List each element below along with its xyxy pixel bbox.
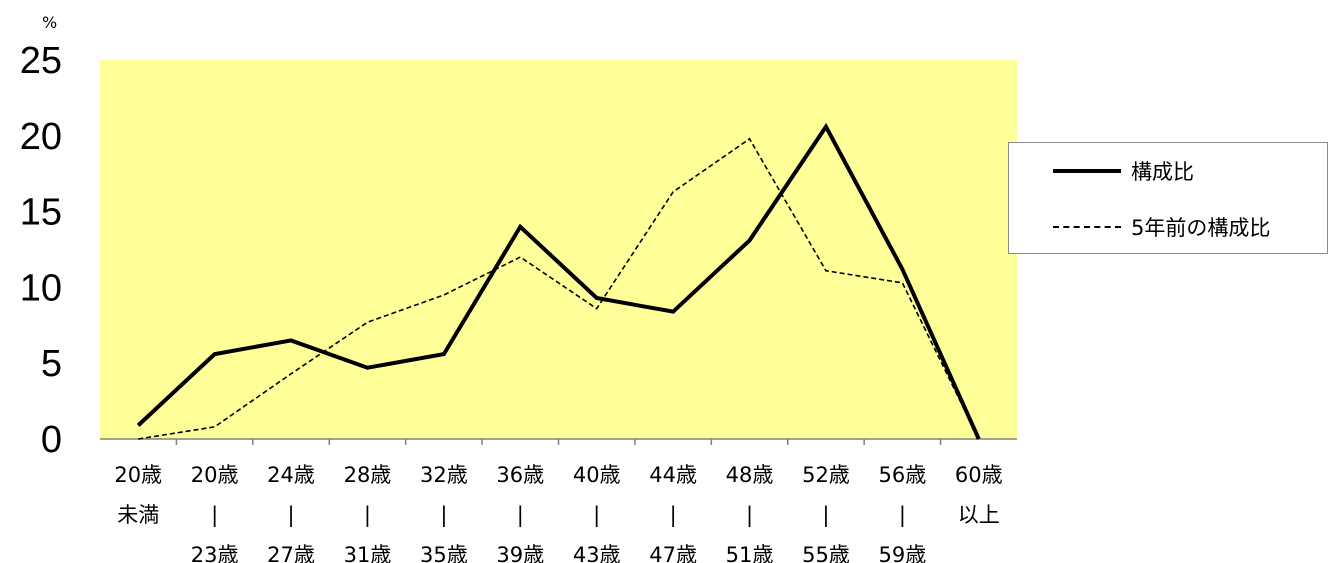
plot-area [100, 60, 1017, 439]
x-tick-label: 44歳 [649, 463, 697, 487]
legend-solid-swatch [1053, 169, 1121, 173]
x-tick-label: 32歳 [420, 463, 468, 487]
x-tick-label: 52歳 [802, 463, 850, 487]
x-tick-label: 35歳 [420, 543, 468, 563]
x-tick-label: 27歳 [267, 543, 315, 563]
x-tick-label: 56歳 [879, 463, 927, 487]
x-tick-label: | [746, 503, 753, 528]
x-tick-label: | [440, 503, 447, 528]
x-tick-label: 51歳 [726, 543, 774, 563]
legend-dashed-swatch [1053, 226, 1121, 228]
x-tick-label: 未満 [117, 503, 159, 527]
x-tick-label: 24歳 [267, 463, 315, 487]
x-category-label: 32歳 | 35歳 [420, 463, 468, 563]
x-tick-label: 59歳 [879, 543, 927, 563]
x-tick-label: 55歳 [802, 543, 850, 563]
x-category-label: 20歳 | 23歳 [191, 463, 239, 563]
y-axis-unit: % [42, 13, 57, 32]
legend-item-previous: 5年前の構成比 [1053, 212, 1270, 242]
x-category-label: 44歳 | 47歳 [649, 463, 697, 563]
y-tick-label: 0 [41, 419, 62, 461]
x-tick-label: 60歳 [955, 463, 1003, 487]
x-tick-label: 47歳 [649, 543, 697, 563]
y-tick-label: 5 [41, 343, 62, 385]
y-tick-label: 15 [20, 192, 62, 234]
series-line-previous [138, 137, 980, 440]
legend-label: 5年前の構成比 [1131, 216, 1271, 240]
x-tick-label: | [670, 503, 677, 528]
x-tick-label: 31歳 [344, 543, 392, 563]
x-tick-label: 43歳 [573, 543, 621, 563]
x-tick-label: 23歳 [191, 543, 239, 563]
legend-item-composition: 構成比 [1053, 156, 1194, 186]
y-tick-label: 25 [20, 40, 62, 82]
x-tick-label: 以上 [958, 503, 1000, 527]
x-category-label: 52歳 | 55歳 [802, 463, 850, 563]
x-tick-label: | [593, 503, 600, 528]
y-tick-label: 20 [20, 116, 62, 158]
y-tick-label: 10 [20, 267, 62, 309]
x-tick-label: 20歳 [114, 463, 162, 487]
x-tick-label: 40歳 [573, 463, 621, 487]
legend: 構成比 5年前の構成比 [1008, 142, 1328, 254]
x-tick-label: | [211, 503, 218, 528]
x-tick-label: 20歳 [191, 463, 239, 487]
legend-label: 構成比 [1131, 160, 1194, 184]
x-category-label: 36歳 | 39歳 [496, 463, 544, 563]
x-tick-label: | [899, 503, 906, 528]
x-tick-label: | [364, 503, 371, 528]
x-tick-label: | [822, 503, 829, 528]
x-category-label: 40歳 | 43歳 [573, 463, 621, 563]
x-tick-label: | [517, 503, 524, 528]
x-category-label: 28歳 | 31歳 [344, 463, 392, 563]
x-category-label: 56歳 | 59歳 [879, 463, 927, 563]
x-tick-label: 36歳 [496, 463, 544, 487]
x-tick-label: | [288, 503, 295, 528]
x-category-label: 24歳 | 27歳 [267, 463, 315, 563]
x-category-label: 48歳 | 51歳 [726, 463, 774, 563]
x-tick-label: 39歳 [496, 543, 544, 563]
x-tick-label: 48歳 [726, 463, 774, 487]
series-line-composition [136, 122, 981, 440]
x-tick-label: 28歳 [344, 463, 392, 487]
